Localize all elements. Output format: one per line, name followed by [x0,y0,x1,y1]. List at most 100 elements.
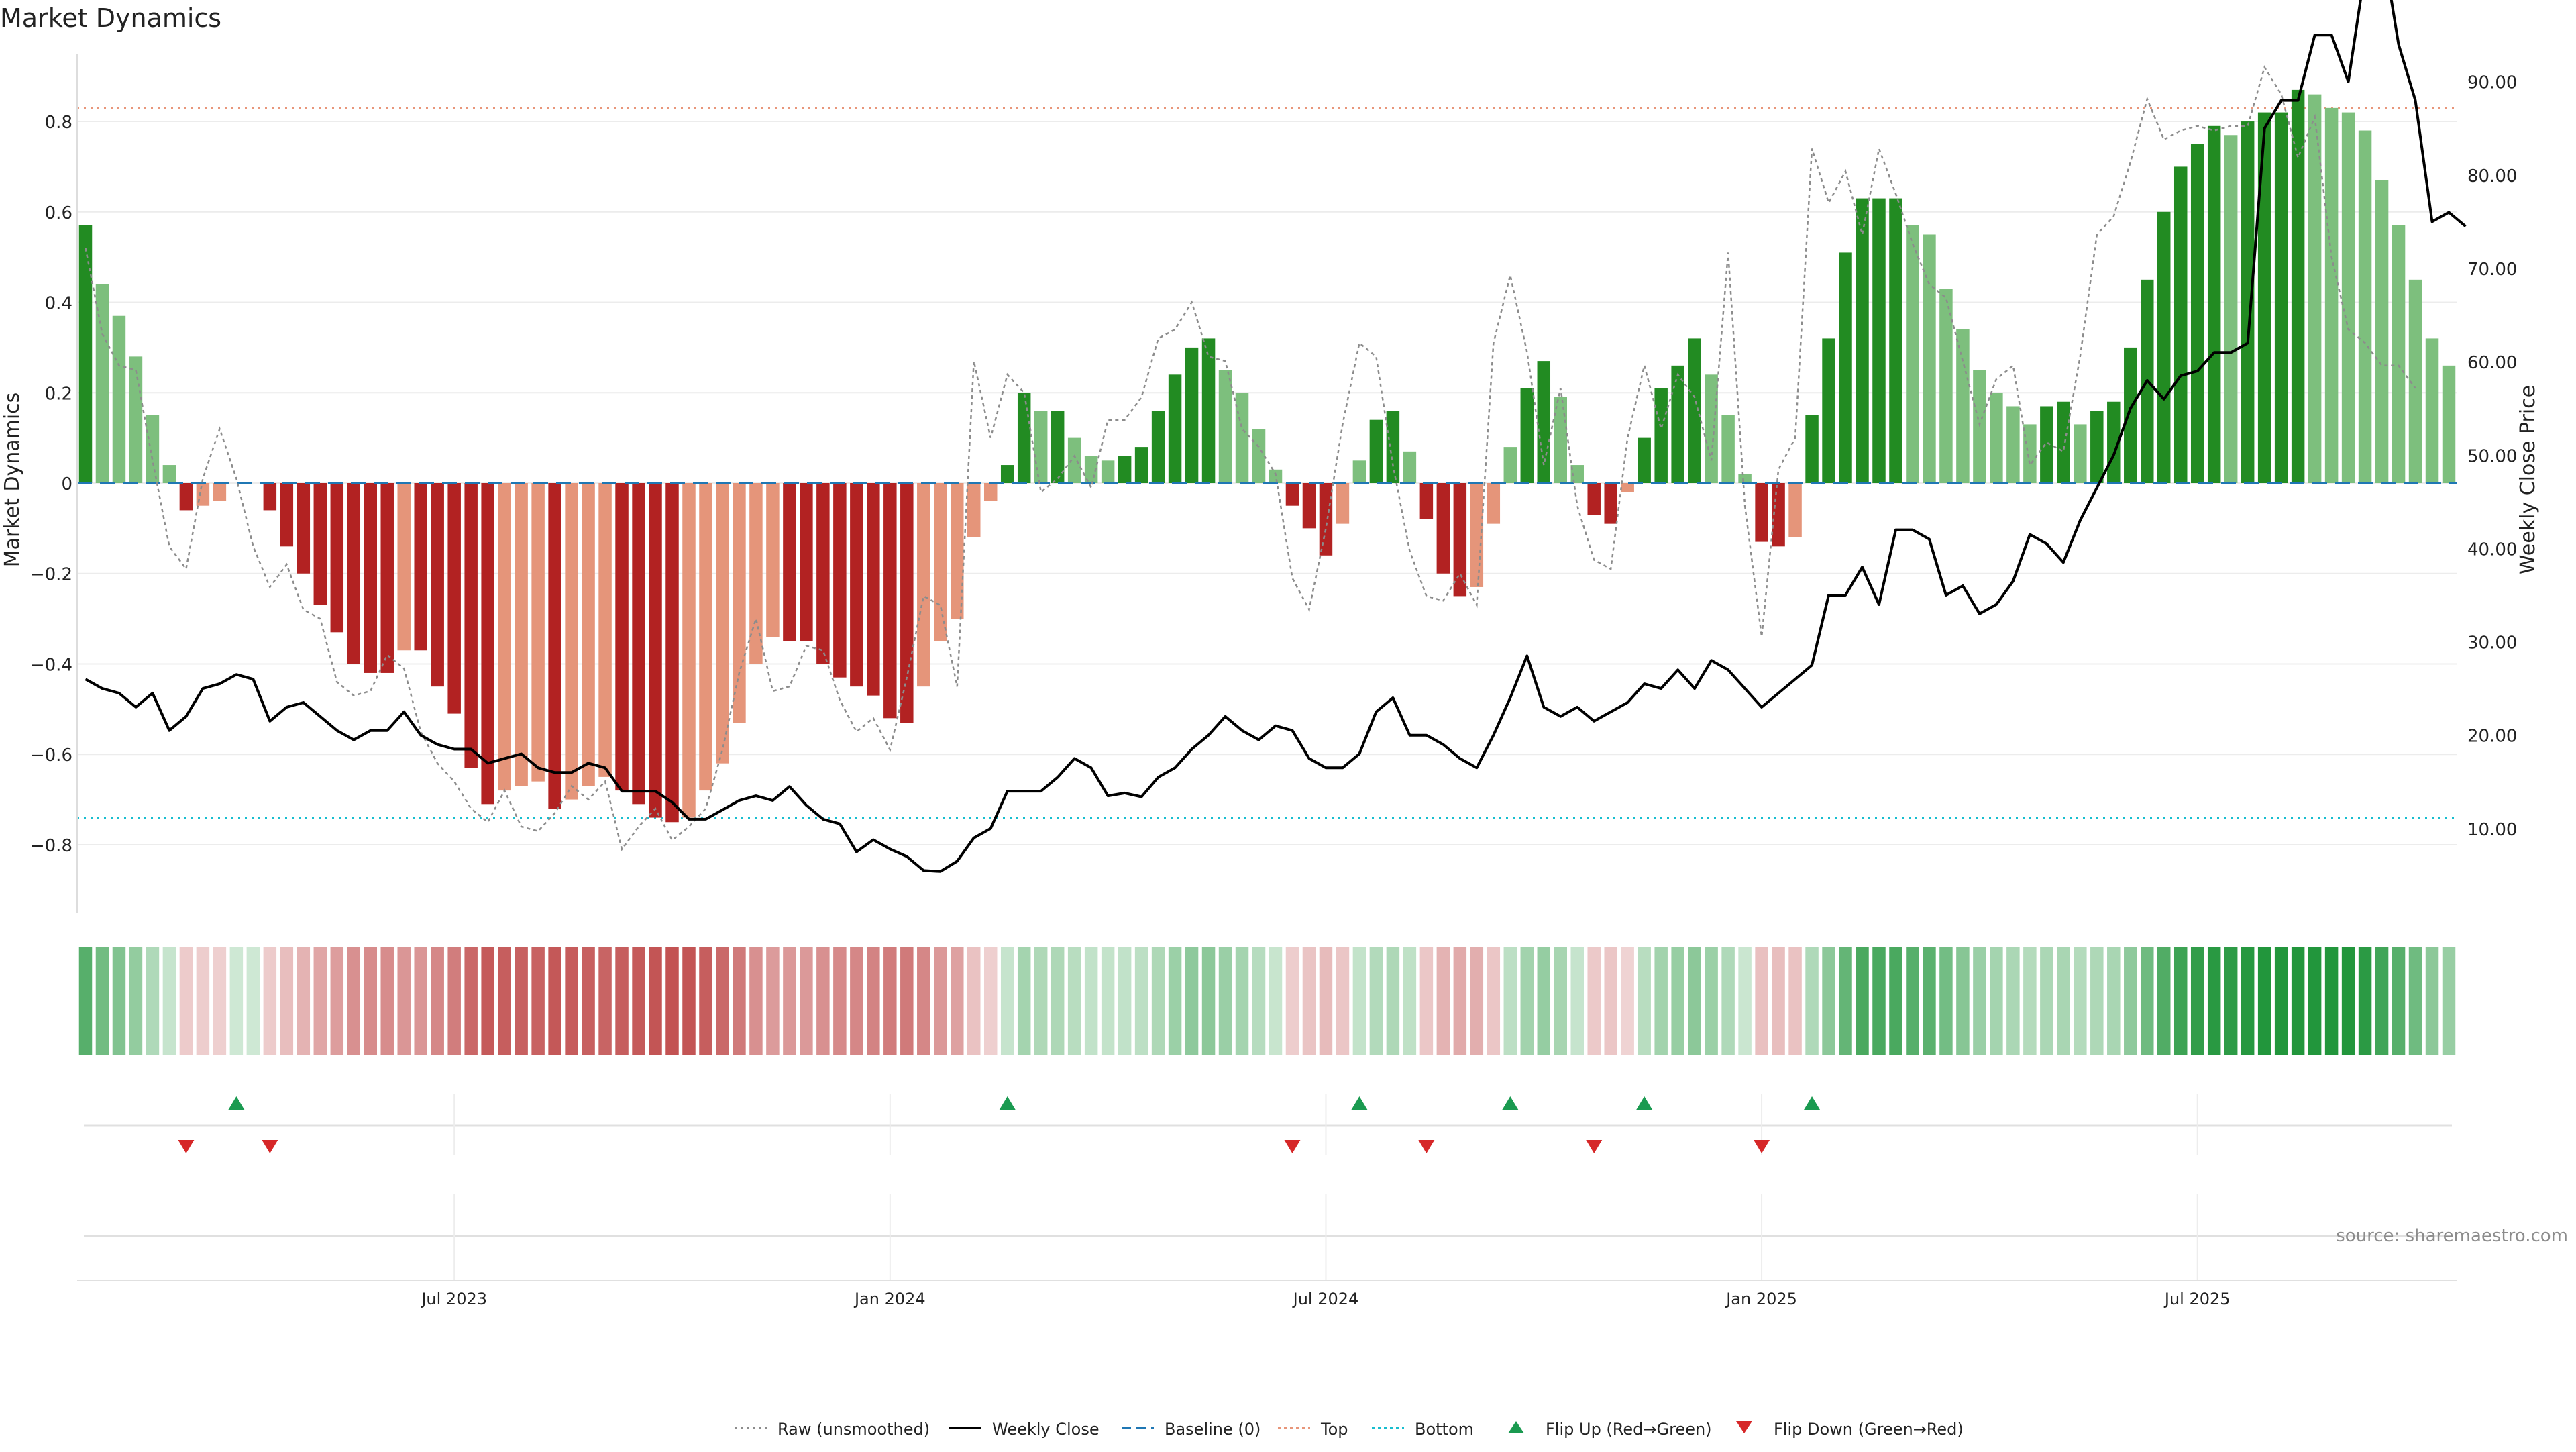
heat-cell [850,947,863,1055]
heat-cell [582,947,595,1055]
md-bar [1939,289,1953,483]
md-bar [1856,198,1869,483]
heat-cell [649,947,662,1055]
md-bar [749,483,763,664]
md-bar [1654,388,1668,483]
md-bar [1403,451,1417,483]
md-bar [2174,166,2188,483]
md-bar [967,483,981,537]
md-bar [2190,144,2204,483]
md-bar [1738,474,1752,483]
heat-cell [330,947,344,1055]
md-bar [2040,406,2053,483]
md-bar [1302,483,1316,529]
md-bar [1470,483,1484,587]
md-bar [1051,411,1065,483]
heat-cell [632,947,645,1055]
flip-down-marker [1418,1140,1435,1153]
heat-cell [1705,947,1718,1055]
heat-cell [2425,947,2439,1055]
md-bar [2023,424,2037,483]
md-bar [95,284,109,483]
legend-swatch [1736,1421,1752,1433]
heat-cell [766,947,780,1055]
heat-cell [1084,947,1098,1055]
md-bar [816,483,830,664]
heat-cell [364,947,377,1055]
heat-cell [515,947,528,1055]
md-bar [1269,469,1283,483]
md-bar [1503,447,1517,483]
md-bar [983,483,998,501]
md-bar [1906,225,1919,483]
heat-cell [196,947,210,1055]
md-bar [129,356,143,483]
x-tick-label: Jul 2025 [2163,1290,2231,1308]
x-tick-label: Jul 2024 [1292,1290,1359,1308]
heat-cell [2324,947,2339,1055]
heat-cell [1570,947,1584,1055]
md-bar [1218,370,1232,483]
md-bar [917,483,930,687]
x-tick-label: Jul 2023 [420,1290,487,1308]
md-bar [1201,338,1216,483]
heat-cell [2408,947,2422,1055]
heat-cell [967,947,981,1055]
heat-cell [146,947,160,1055]
heat-cell [1487,947,1501,1055]
heat-cell [1939,947,1953,1055]
flip-up-marker [1351,1096,1368,1110]
heat-cell [213,947,227,1055]
md-bar [2308,94,2322,483]
heat-cell [2090,947,2104,1055]
md-bar [1000,465,1014,483]
heat-cell [2006,947,2020,1055]
source-note: source: sharemaestro.com [2336,1226,2568,1246]
md-bar [1285,483,1299,506]
y-tick-label-right: 30.00 [2467,633,2517,654]
md-bar [2358,130,2372,484]
md-bar [380,483,394,673]
heat-cell [1822,947,1835,1055]
md-bar [1487,483,1501,524]
heat-cell [498,947,511,1055]
md-bar [665,483,679,823]
md-bar [1872,198,1886,483]
heat-cell [1369,947,1383,1055]
md-bar [2274,112,2288,483]
md-bar [565,483,578,800]
md-bar [1621,483,1634,492]
y-tick-label-right: 90.00 [2467,73,2517,93]
heat-cell [313,947,327,1055]
heat-cell [1017,947,1031,1055]
heat-cell [883,947,897,1055]
heat-cell [531,947,545,1055]
weekly-close-line [85,0,2467,873]
md-bar [1319,483,1333,556]
y-axis-label-left: Market Dynamics [1,393,24,568]
heat-cell [1956,947,1970,1055]
flip-down-marker [262,1140,278,1153]
y-tick-label-left: 0 [61,474,72,495]
heat-cell [2241,947,2255,1055]
x-tick-label: Jan 2025 [1725,1290,1797,1308]
flip-up-marker [1636,1096,1653,1110]
md-bar [833,483,847,678]
flip-down-marker [178,1140,195,1153]
heat-cell [447,947,461,1055]
md-bar [800,483,813,641]
flip-down-marker [1284,1140,1301,1153]
heat-cell [1856,947,1869,1055]
heat-cell [2375,947,2389,1055]
heat-cell [263,947,277,1055]
heat-cell [2141,947,2154,1055]
heat-cell [380,947,394,1055]
md-bar [112,315,126,483]
heat-cell [1051,947,1065,1055]
legend: Raw (unsmoothed) Weekly Close Baseline (0)… [735,1420,1964,1439]
y-tick-label-right: 10.00 [2467,820,2517,840]
heat-cell [2291,947,2305,1055]
heat-cell [983,947,998,1055]
heat-cell [867,947,880,1055]
heat-cell [1772,947,1785,1055]
